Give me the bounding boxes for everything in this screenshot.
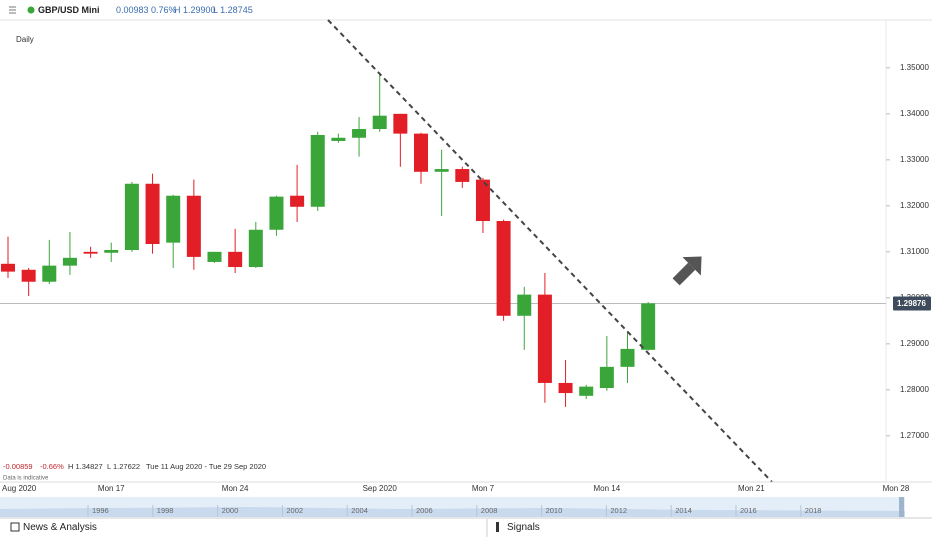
candle-body xyxy=(228,251,243,268)
low: L 1.28745 xyxy=(213,5,253,15)
navigator-year: 2008 xyxy=(481,506,498,515)
market-status-dot xyxy=(27,6,35,14)
x-tick-label: Mon 24 xyxy=(222,484,249,493)
change: 0.00983 xyxy=(116,5,149,15)
navigator-year: 2014 xyxy=(675,506,692,515)
candle-body xyxy=(290,195,305,207)
period-range: Tue 11 Aug 2020 - Tue 29 Sep 2020 xyxy=(146,462,266,471)
arrow-annotation xyxy=(672,256,702,286)
candle-body xyxy=(248,229,263,268)
menu-icon[interactable] xyxy=(9,6,16,14)
period-change: -0.00859 xyxy=(3,462,33,471)
candle-body xyxy=(393,113,408,134)
candle-body xyxy=(517,294,532,316)
candle-body xyxy=(42,265,57,282)
navigator-year: 2010 xyxy=(546,506,563,515)
candle-body xyxy=(310,135,325,207)
data-note: Data is indicative xyxy=(3,476,49,482)
candle-body xyxy=(620,348,635,367)
signals-icon xyxy=(496,522,499,532)
x-tick-label: Mon 14 xyxy=(594,484,621,493)
candle-body xyxy=(537,294,552,383)
last-price-label: 1.29876 xyxy=(897,299,926,308)
y-tick-label: 1.29000 xyxy=(900,339,929,348)
y-tick-label: 1.32000 xyxy=(900,201,929,210)
period-high: H 1.34827 xyxy=(68,462,103,471)
candle-body xyxy=(21,269,36,282)
navigator-handle[interactable] xyxy=(899,497,904,517)
x-tick-label: Mon 21 xyxy=(738,484,765,493)
candle-body xyxy=(579,386,594,396)
candle-body xyxy=(434,169,449,172)
period-change-pct: -0.66% xyxy=(40,462,64,471)
news-icon xyxy=(10,522,20,532)
trendline xyxy=(327,19,773,483)
candle-body xyxy=(475,179,490,222)
y-tick-label: 1.35000 xyxy=(900,63,929,72)
x-tick-label: Mon 28 xyxy=(883,484,910,493)
candle-body xyxy=(641,303,656,350)
candle-body xyxy=(496,221,511,316)
candle-body xyxy=(166,195,181,243)
y-tick-label: 1.33000 xyxy=(900,155,929,164)
y-tick-label: 1.31000 xyxy=(900,247,929,256)
navigator-year: 1998 xyxy=(157,506,174,515)
header-bar xyxy=(0,0,932,20)
navigator-year: 2018 xyxy=(805,506,822,515)
x-tick-label: Mon 17 xyxy=(98,484,125,493)
candle-body xyxy=(145,183,160,245)
news-tab[interactable]: News & Analysis xyxy=(23,522,97,533)
y-tick-label: 1.27000 xyxy=(900,431,929,440)
candle-body xyxy=(372,115,387,130)
candle-body xyxy=(352,129,367,138)
candle-body xyxy=(104,250,119,253)
navigator-year: 2002 xyxy=(286,506,303,515)
candle-body xyxy=(269,196,284,230)
candle-body xyxy=(186,195,201,257)
candle-body xyxy=(331,137,346,141)
candle-body xyxy=(414,133,428,172)
candle-body xyxy=(124,183,139,250)
navigator-year: 2016 xyxy=(740,506,757,515)
candle-body xyxy=(83,251,98,254)
navigator-area xyxy=(0,507,905,517)
x-tick-label: Aug 2020 xyxy=(2,484,37,493)
instrument-name[interactable]: GBP/USD Mini xyxy=(38,5,100,15)
navigator-year: 2006 xyxy=(416,506,433,515)
x-tick-label: Mon 7 xyxy=(472,484,495,493)
candle-body xyxy=(558,382,573,394)
navigator-year: 2000 xyxy=(222,506,239,515)
candle-body xyxy=(599,366,614,388)
x-tick-label: Sep 2020 xyxy=(363,484,398,493)
last-price-tag xyxy=(893,296,931,311)
navigator-year: 2012 xyxy=(610,506,627,515)
navigator-year: 2004 xyxy=(351,506,368,515)
period-low: L 1.27622 xyxy=(107,462,140,471)
candle-body xyxy=(455,169,470,182)
y-tick-label: 1.34000 xyxy=(900,109,929,118)
candle-body xyxy=(207,251,222,262)
interval-label: Daily xyxy=(16,35,34,44)
change-pct: 0.76% xyxy=(151,5,177,15)
high: H 1.29900 xyxy=(174,5,216,15)
y-tick-label: 1.28000 xyxy=(900,385,929,394)
signals-tab[interactable]: Signals xyxy=(507,522,540,533)
navigator-year: 1996 xyxy=(92,506,109,515)
candle-body xyxy=(1,263,15,272)
candle-body xyxy=(62,257,77,266)
